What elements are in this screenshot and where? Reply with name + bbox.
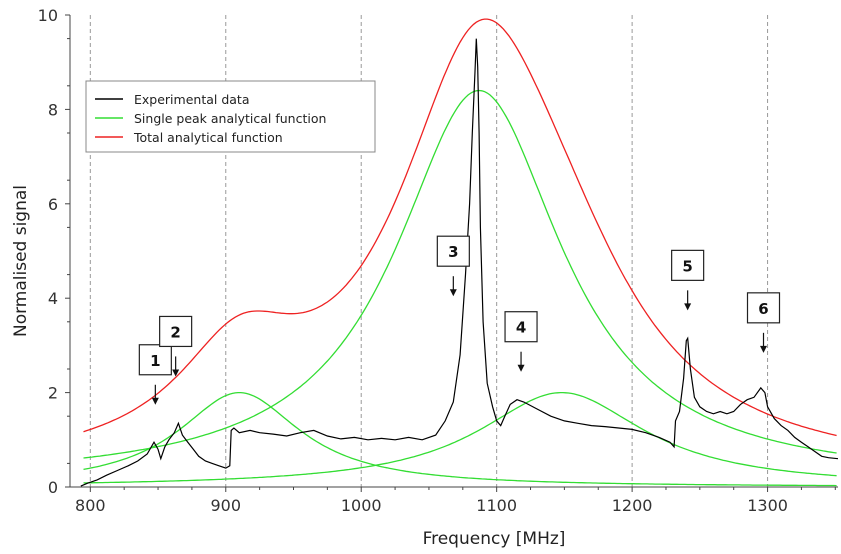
annotation-5: 5 (671, 249, 705, 311)
x-axis-title: Frequency [MHz] (423, 529, 566, 549)
tick-labels: 800 900 1000 1100 1200 1300 0 2 4 6 8 10 (38, 6, 788, 515)
annotation-arrow-head (151, 397, 159, 405)
annotation-arrow-head (517, 364, 525, 372)
y-tick-label: 8 (48, 100, 58, 119)
axes (65, 14, 838, 492)
total-analytical-curve (83, 18, 837, 437)
legend-label: Single peak analytical function (134, 111, 326, 126)
annotation-box (671, 249, 705, 281)
annotation-label: 1 (150, 352, 160, 370)
legend-box (85, 80, 376, 153)
annotation-1: 1 (138, 344, 172, 405)
y-axis-title: Normalised signal (11, 185, 31, 337)
annotation-3: 3 (436, 235, 470, 297)
y-tick-label: 10 (38, 6, 58, 25)
annotation-arrow-head (760, 345, 768, 353)
legend-label: Total analytical function (133, 130, 283, 145)
annotation-arrow-head (449, 289, 457, 297)
annotation-arrow-head (684, 303, 692, 311)
legend-label: Experimental data (134, 92, 250, 107)
annotation-label: 4 (516, 319, 526, 337)
x-tick-label: 1100 (476, 496, 517, 515)
annotation-box (138, 344, 172, 376)
annotation-label: 3 (448, 243, 458, 261)
y-tick-label: 0 (48, 478, 58, 497)
single-peak-curve (83, 391, 837, 487)
annotation-arrow-head (172, 369, 180, 377)
annotation-6: 6 (746, 292, 781, 353)
annotation-label: 6 (758, 300, 768, 318)
annotation-box (436, 235, 470, 267)
x-tick-label: 1200 (612, 496, 653, 515)
experimental-data-line (80, 38, 838, 487)
annotation-4: 4 (504, 311, 538, 372)
x-tick-label: 1300 (747, 496, 788, 515)
legend: Experimental data Single peak analytical … (85, 80, 376, 153)
annotation-2: 2 (159, 315, 193, 377)
annotation-box (746, 292, 781, 324)
y-tick-label: 2 (48, 384, 58, 403)
annotation-label: 2 (170, 323, 180, 341)
x-tick-label: 900 (210, 496, 241, 515)
annotation-box (504, 311, 538, 343)
x-tick-label: 800 (75, 496, 106, 515)
series-layer (80, 18, 838, 487)
annotation-label: 5 (682, 257, 692, 275)
y-tick-label: 4 (48, 289, 58, 308)
x-tick-label: 1000 (341, 496, 382, 515)
single-peak-curve (83, 391, 837, 484)
annotations: 12 3 4 5 6 (138, 235, 781, 405)
y-tick-label: 6 (48, 195, 58, 214)
single-peak-curve (83, 89, 837, 459)
annotation-box (159, 315, 193, 348)
